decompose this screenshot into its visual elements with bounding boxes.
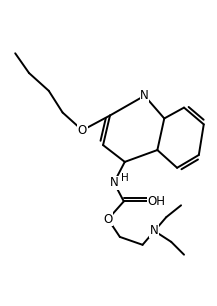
Text: O: O bbox=[103, 213, 113, 226]
Text: N: N bbox=[140, 89, 149, 102]
Text: O: O bbox=[78, 124, 87, 137]
Text: OH: OH bbox=[148, 195, 166, 208]
Text: N: N bbox=[110, 176, 118, 189]
Text: N: N bbox=[150, 225, 159, 237]
Text: H: H bbox=[121, 173, 129, 183]
